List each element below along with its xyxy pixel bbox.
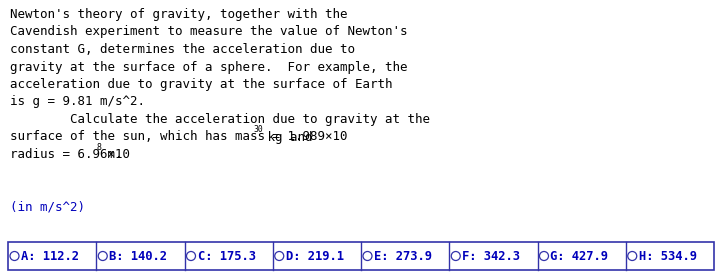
Text: constant G, determines the acceleration due to: constant G, determines the acceleration … [10, 43, 355, 56]
Text: m.: m. [100, 148, 123, 161]
Text: gravity at the surface of a sphere.  For example, the: gravity at the surface of a sphere. For … [10, 61, 407, 73]
Text: Calculate the acceleration due to gravity at the: Calculate the acceleration due to gravit… [10, 113, 430, 126]
Text: Cavendish experiment to measure the value of Newton's: Cavendish experiment to measure the valu… [10, 25, 407, 39]
Text: Newton's theory of gravity, together with the: Newton's theory of gravity, together wit… [10, 8, 348, 21]
Text: G: 427.9: G: 427.9 [551, 249, 609, 263]
Text: A: 112.2: A: 112.2 [21, 249, 79, 263]
Text: E: 273.9: E: 273.9 [374, 249, 432, 263]
Text: 30: 30 [253, 126, 262, 134]
Text: F: 342.3: F: 342.3 [462, 249, 521, 263]
Text: radius = 6.96×10: radius = 6.96×10 [10, 148, 130, 161]
Text: H: 534.9: H: 534.9 [639, 249, 696, 263]
Text: acceleration due to gravity at the surface of Earth: acceleration due to gravity at the surfa… [10, 78, 392, 91]
Text: D: 219.1: D: 219.1 [286, 249, 344, 263]
Text: kg and: kg and [260, 131, 312, 143]
Bar [8, 242, 714, 270]
Text: B: 140.2: B: 140.2 [110, 249, 167, 263]
Text: surface of the sun, which has mass = 1.989×10: surface of the sun, which has mass = 1.9… [10, 131, 348, 143]
Text: C: 175.3: C: 175.3 [198, 249, 255, 263]
Text: (in m/s^2): (in m/s^2) [10, 200, 85, 213]
Text: is g = 9.81 m/s^2.: is g = 9.81 m/s^2. [10, 95, 145, 109]
Text: 8: 8 [97, 143, 101, 152]
